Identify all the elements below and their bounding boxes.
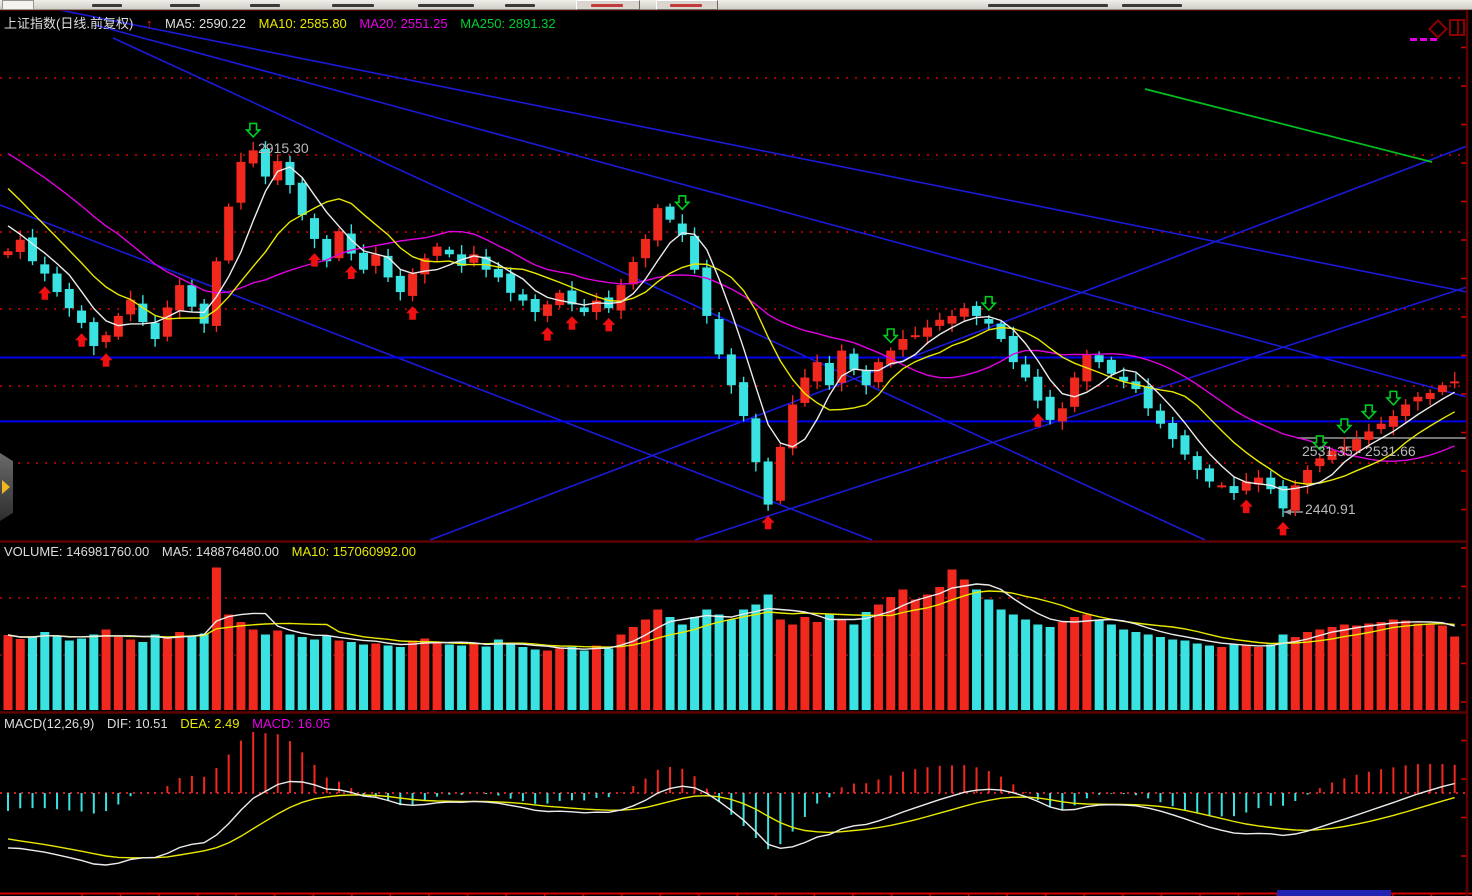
expand-arrow-icon xyxy=(2,480,10,494)
price-gridlines xyxy=(0,77,1466,464)
volume-ma-lines xyxy=(7,583,1455,650)
menubar[interactable] xyxy=(0,0,1472,10)
volume-ma5-value: MA5: 148876480.00 xyxy=(161,544,280,559)
volume-ma10-value: MA10: 157060992.00 xyxy=(291,544,416,559)
magenta-dash-icon[interactable] xyxy=(1420,38,1427,41)
split-window-icon[interactable] xyxy=(1449,19,1465,36)
macd-value: MACD: 16.05 xyxy=(252,716,331,731)
selected-date-label xyxy=(1277,890,1391,896)
instrument-title: 上证指数(日线.前复权) xyxy=(4,16,134,31)
sidebar-flyout-handle[interactable] xyxy=(0,453,13,521)
low-price-label: 2440.91 xyxy=(1305,501,1356,517)
trendlines xyxy=(0,10,1466,541)
menu-button[interactable] xyxy=(656,0,718,10)
volume-pane-header: VOLUME: 146981760.00 MA5: 148876480.00 M… xyxy=(4,544,425,559)
gap-range-label: 2531.35 - 2531.66 xyxy=(1302,443,1416,459)
menu-fragment[interactable] xyxy=(92,4,122,7)
candles xyxy=(3,141,1460,517)
menu-button-label xyxy=(591,4,623,7)
menu-button[interactable] xyxy=(576,0,640,10)
dif-value: DIF: 10.51 xyxy=(106,716,168,731)
buy-arrows xyxy=(38,253,1290,536)
menu-fragment[interactable] xyxy=(250,4,280,7)
magenta-dash-icon[interactable] xyxy=(1430,38,1437,41)
price-ma-lines xyxy=(7,153,1456,491)
sell-arrows xyxy=(244,122,1402,451)
peak-price-label: 2915.30 xyxy=(258,140,309,156)
macd-name: MACD(12,26,9) xyxy=(4,716,95,731)
menu-fragment[interactable] xyxy=(1122,4,1182,7)
volume-bars xyxy=(3,567,1460,710)
menu-button-label xyxy=(670,4,702,7)
trend-up-arrow-icon: ↑ xyxy=(145,16,153,31)
macd-pane-header: MACD(12,26,9) DIF: 10.51 DEA: 2.49 MACD:… xyxy=(4,716,339,731)
menu-fragment[interactable] xyxy=(505,4,535,7)
price-pane-header: 上证指数(日线.前复权) ↑ MA5: 2590.22 MA10: 2585.8… xyxy=(4,13,565,32)
ma5-value: MA5: 2590.22 xyxy=(165,16,246,31)
volume-value: VOLUME: 146981760.00 xyxy=(4,544,150,559)
ma10-value: MA10: 2585.80 xyxy=(258,16,347,31)
app-menu-icon[interactable] xyxy=(2,0,34,10)
ma250-line xyxy=(1144,88,1433,163)
menu-fragment[interactable] xyxy=(418,4,474,7)
ma250-value: MA250: 2891.32 xyxy=(460,16,556,31)
ma20-value: MA20: 2551.25 xyxy=(359,16,448,31)
magenta-dash-icon[interactable] xyxy=(1410,38,1417,41)
macd-lines xyxy=(7,780,1455,866)
menu-fragment[interactable] xyxy=(988,4,1108,7)
menu-fragment[interactable] xyxy=(332,4,374,7)
macd-histogram xyxy=(7,732,1456,850)
dea-value: DEA: 2.49 xyxy=(180,716,240,731)
menu-fragment[interactable] xyxy=(170,4,200,7)
